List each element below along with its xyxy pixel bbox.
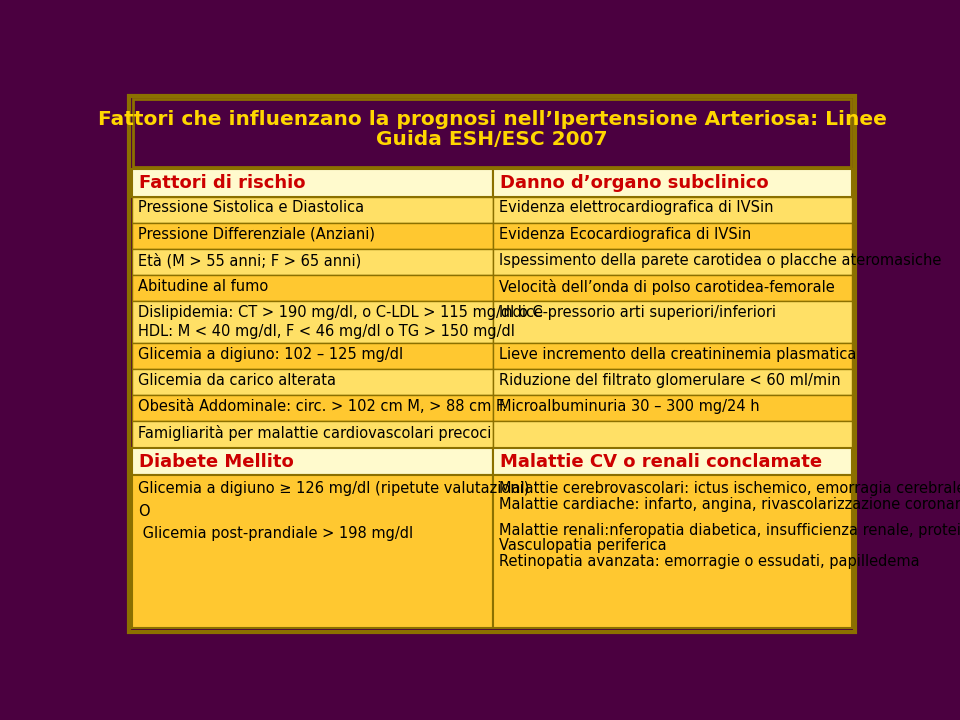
FancyBboxPatch shape bbox=[132, 421, 493, 448]
FancyBboxPatch shape bbox=[493, 249, 852, 275]
Text: Fattori che influenzano la prognosi nell’Ipertensione Arteriosa: Linee: Fattori che influenzano la prognosi nell… bbox=[98, 110, 886, 130]
FancyBboxPatch shape bbox=[493, 395, 852, 421]
FancyBboxPatch shape bbox=[493, 301, 852, 343]
Text: Abitudine al fumo: Abitudine al fumo bbox=[138, 279, 268, 294]
Text: Guida ESH/ESC 2007: Guida ESH/ESC 2007 bbox=[376, 130, 608, 149]
Text: Retinopatia avanzata: emorragie o essudati, papilledema: Retinopatia avanzata: emorragie o essuda… bbox=[499, 554, 920, 569]
Text: Obesità Addominale: circ. > 102 cm M, > 88 cm F.: Obesità Addominale: circ. > 102 cm M, > … bbox=[138, 399, 507, 414]
FancyBboxPatch shape bbox=[132, 395, 493, 421]
Text: Microalbuminuria 30 – 300 mg/24 h: Microalbuminuria 30 – 300 mg/24 h bbox=[499, 399, 759, 414]
FancyBboxPatch shape bbox=[132, 249, 493, 275]
Text: Malattie cardiache: infarto, angina, rivascolarizzazione coronarica, scompenso c: Malattie cardiache: infarto, angina, riv… bbox=[499, 497, 960, 512]
Text: Pressione Sistolica e Diastolica: Pressione Sistolica e Diastolica bbox=[138, 200, 364, 215]
FancyBboxPatch shape bbox=[132, 275, 493, 301]
Text: Velocità dell’onda di polso carotidea-femorale: Velocità dell’onda di polso carotidea-fe… bbox=[499, 279, 834, 295]
FancyBboxPatch shape bbox=[493, 343, 852, 369]
Text: Malattie renali:nferopatia diabetica, insufficienza renale, proteinuria: Malattie renali:nferopatia diabetica, in… bbox=[499, 523, 960, 538]
Text: Vasculopatia periferica: Vasculopatia periferica bbox=[499, 539, 666, 554]
Text: Dislipidemia: CT > 190 mg/dl, o C-LDL > 115 mg/dl o C-
HDL: M < 40 mg/dl, F < 46: Dislipidemia: CT > 190 mg/dl, o C-LDL > … bbox=[138, 305, 548, 338]
Text: Pressione Differenziale (Anziani): Pressione Differenziale (Anziani) bbox=[138, 227, 374, 241]
Text: Ispessimento della parete carotidea o placche ateromasiche: Ispessimento della parete carotidea o pl… bbox=[499, 253, 941, 268]
FancyBboxPatch shape bbox=[133, 99, 851, 167]
FancyBboxPatch shape bbox=[493, 168, 852, 197]
FancyBboxPatch shape bbox=[493, 275, 852, 301]
Text: Danno d’organo subclinico: Danno d’organo subclinico bbox=[499, 174, 768, 192]
FancyBboxPatch shape bbox=[132, 475, 493, 629]
FancyBboxPatch shape bbox=[493, 421, 852, 448]
Text: Lieve incremento della creatininemia plasmatica: Lieve incremento della creatininemia pla… bbox=[499, 346, 856, 361]
Text: Diabete Mellito: Diabete Mellito bbox=[138, 453, 294, 471]
Text: Evidenza Ecocardiografica di IVSin: Evidenza Ecocardiografica di IVSin bbox=[499, 227, 751, 241]
FancyBboxPatch shape bbox=[132, 369, 493, 395]
FancyBboxPatch shape bbox=[493, 197, 852, 222]
Text: Età (M > 55 anni; F > 65 anni): Età (M > 55 anni; F > 65 anni) bbox=[138, 253, 361, 269]
FancyBboxPatch shape bbox=[493, 475, 852, 629]
Text: Indice pressorio arti superiori/inferiori: Indice pressorio arti superiori/inferior… bbox=[499, 305, 776, 320]
FancyBboxPatch shape bbox=[132, 448, 493, 475]
Text: Glicemia a digiuno: 102 – 125 mg/dl: Glicemia a digiuno: 102 – 125 mg/dl bbox=[138, 346, 403, 361]
FancyBboxPatch shape bbox=[132, 168, 493, 197]
FancyBboxPatch shape bbox=[493, 448, 852, 475]
FancyBboxPatch shape bbox=[132, 197, 493, 222]
FancyBboxPatch shape bbox=[132, 222, 493, 249]
FancyBboxPatch shape bbox=[493, 222, 852, 249]
FancyBboxPatch shape bbox=[130, 96, 854, 631]
Text: Fattori di rischio: Fattori di rischio bbox=[138, 174, 305, 192]
Text: Riduzione del filtrato glomerulare < 60 ml/min: Riduzione del filtrato glomerulare < 60 … bbox=[499, 373, 841, 388]
Text: Glicemia a digiuno ≥ 126 mg/dl (ripetute valutazioni)
O
 Glicemia post-prandiale: Glicemia a digiuno ≥ 126 mg/dl (ripetute… bbox=[138, 482, 529, 541]
FancyBboxPatch shape bbox=[132, 301, 493, 343]
FancyBboxPatch shape bbox=[493, 369, 852, 395]
FancyBboxPatch shape bbox=[132, 343, 493, 369]
Text: Famigliarità per malattie cardiovascolari precoci: Famigliarità per malattie cardiovascolar… bbox=[138, 426, 492, 441]
Text: Glicemia da carico alterata: Glicemia da carico alterata bbox=[138, 373, 336, 388]
Text: Evidenza elettrocardiografica di IVSin: Evidenza elettrocardiografica di IVSin bbox=[499, 200, 774, 215]
Text: Malattie cerebrovascolari: ictus ischemico, emorragia cerebrale, TIA.: Malattie cerebrovascolari: ictus ischemi… bbox=[499, 482, 960, 496]
Text: Malattie CV o renali conclamate: Malattie CV o renali conclamate bbox=[499, 453, 822, 471]
